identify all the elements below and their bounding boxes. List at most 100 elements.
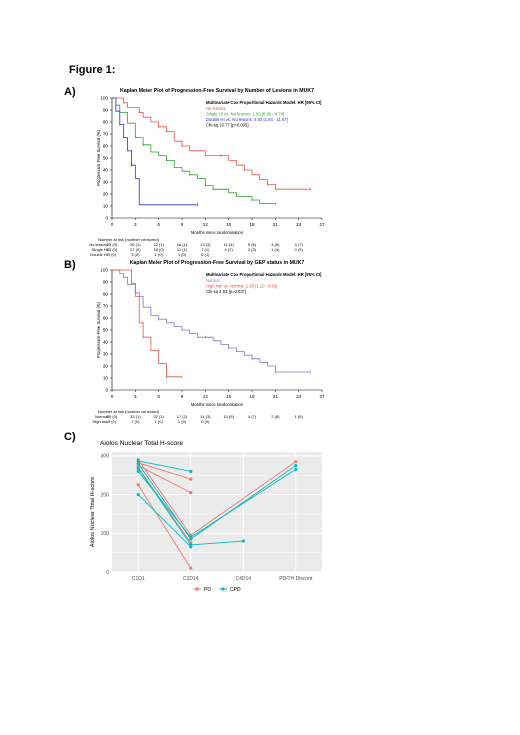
risk-cell: 22 (1): [153, 414, 164, 419]
x-axis-label: Months since randomisation: [191, 402, 244, 407]
risk-cell: 16 (1): [177, 242, 188, 247]
risk-cell: 1 (8): [295, 414, 304, 419]
x-tick-label: 9: [181, 222, 184, 227]
legend-key-point: [195, 587, 199, 591]
panel-c-label: C): [64, 431, 76, 443]
patient-point-cpd: [189, 469, 193, 473]
km-line-high-risk: [112, 269, 182, 378]
risk-cell: 9 (0): [108, 419, 117, 424]
patient-line-cpd: [137, 494, 192, 548]
y-tick-label: 30: [103, 352, 109, 357]
legend-key-point: [221, 587, 225, 591]
y-tick-label: 60: [103, 144, 109, 149]
y-tick-label: 40: [103, 340, 109, 345]
risk-row-label: No lesions: [89, 242, 108, 247]
y-tick-label: 20: [103, 192, 109, 197]
y-tick-label: 100: [101, 531, 110, 537]
x-tick-label: 12: [203, 222, 209, 227]
legend-entry: No lesions: [206, 106, 226, 111]
panel-b-label: B): [64, 259, 76, 271]
risk-cell: 11 (1): [177, 247, 188, 252]
km-line-no-lesions: [112, 97, 311, 190]
chart-title: Aiolos Nuclear Total H-score: [100, 440, 183, 447]
x-tick-label: 3: [134, 222, 137, 227]
risk-row-label: Double HI: [90, 252, 108, 257]
risk-cell: 1 (0): [155, 419, 164, 424]
risk-table-header: Number at risk (number censored): [98, 237, 160, 242]
risk-cell: 1 (0): [178, 252, 187, 257]
x-tick-label: 24: [296, 394, 302, 399]
risk-cell: 17 (2): [177, 414, 188, 419]
risk-cell: 3 (0): [131, 252, 140, 257]
risk-cell: 14 (3): [200, 414, 211, 419]
risk-cell: 7 (0): [131, 419, 140, 424]
risk-cell: 26 (1): [130, 242, 141, 247]
patient-point-cpd: [136, 459, 140, 463]
patient-point-pd: [294, 460, 298, 464]
risk-cell: 25 (0): [107, 242, 118, 247]
y-tick-label: 80: [103, 120, 109, 125]
risk-cell: 3 (7): [295, 242, 304, 247]
patient-point-pd: [189, 566, 193, 570]
chart-title: Kaplan Meier Plot of Progression-Free Su…: [120, 88, 314, 94]
y-tick-label: 50: [103, 156, 109, 161]
risk-cell: 0 (0): [201, 419, 210, 424]
risk-cell: 13 (3): [200, 242, 211, 247]
y-tick-label: 20: [103, 364, 109, 369]
patient-point-cpd: [136, 492, 140, 497]
x-tick-label: 27: [319, 222, 325, 227]
legend-entry: Chi-sq 4.53 [p=0.037]: [206, 289, 246, 294]
y-tick-label: 90: [103, 280, 109, 285]
x-tick-label: PD/TH Discont: [279, 576, 313, 582]
patient-point-cpd: [241, 539, 245, 543]
risk-cell: 4 (2): [225, 247, 234, 252]
patient-point-pd: [189, 491, 193, 495]
patient-point-cpd: [136, 462, 140, 466]
x-axis-label: Months since randomisation: [191, 230, 244, 235]
y-tick-label: 50: [103, 328, 109, 333]
risk-cell: 1 (0): [178, 419, 187, 424]
risk-table-header: Number at risk (number censored): [98, 409, 160, 414]
figure-label: Figure 1:: [69, 64, 116, 76]
risk-cell: 2 (8): [271, 414, 280, 419]
risk-cell: 1 (0): [155, 252, 164, 257]
x-tick-label: C1D14: [183, 576, 199, 582]
y-tick-label: 90: [103, 108, 109, 113]
risk-row-label: High risk: [92, 419, 108, 424]
legend-label: CPD: [230, 587, 241, 593]
risk-cell: 4 (6): [271, 242, 280, 247]
patient-point-pd: [189, 477, 193, 481]
x-tick-label: 27: [319, 394, 325, 399]
x-tick-label: 24: [296, 222, 302, 227]
patient-line-pd: [137, 467, 192, 544]
x-tick-label: 9: [181, 394, 184, 399]
x-tick-label: 15: [226, 394, 232, 399]
y-tick-label: 0: [105, 216, 108, 221]
risk-cell: 18 (0): [153, 247, 164, 252]
x-tick-label: 0: [111, 394, 114, 399]
km-chart-gep: Kaplan Meier Plot of Progression-Free Su…: [92, 260, 325, 424]
risk-cell: 4 (7): [248, 414, 257, 419]
x-tick-label: 6: [157, 394, 160, 399]
x-tick-label: 18: [249, 394, 255, 399]
y-tick-label: 100: [100, 268, 108, 273]
patient-point-cpd: [294, 463, 298, 468]
x-tick-label: 21: [273, 222, 279, 227]
patient-point-cpd: [136, 469, 140, 473]
y-axis-label: Progression-Free Survival (%): [96, 301, 101, 358]
chart-title: Kaplan Meier Plot of Progression-Free Su…: [130, 260, 305, 266]
y-axis-label: Aiolos Nuclear Total H-score: [90, 477, 96, 547]
x-tick-label: C1D1: [132, 576, 145, 582]
risk-cell: 33 (0): [107, 247, 118, 252]
x-tick-label: 0: [111, 222, 114, 227]
patient-line-cpd: [138, 460, 191, 472]
risk-cell: 7 (1): [201, 247, 210, 252]
patient-point-cpd: [136, 466, 140, 470]
y-tick-label: 80: [103, 292, 109, 297]
patient-point-pd: [136, 483, 140, 487]
patient-line-pd: [137, 484, 192, 569]
y-tick-label: 100: [100, 96, 108, 101]
risk-cell: 11 (4): [224, 242, 235, 247]
risk-cell: 5 (6): [248, 242, 257, 247]
patient-line-pd: [138, 465, 191, 494]
